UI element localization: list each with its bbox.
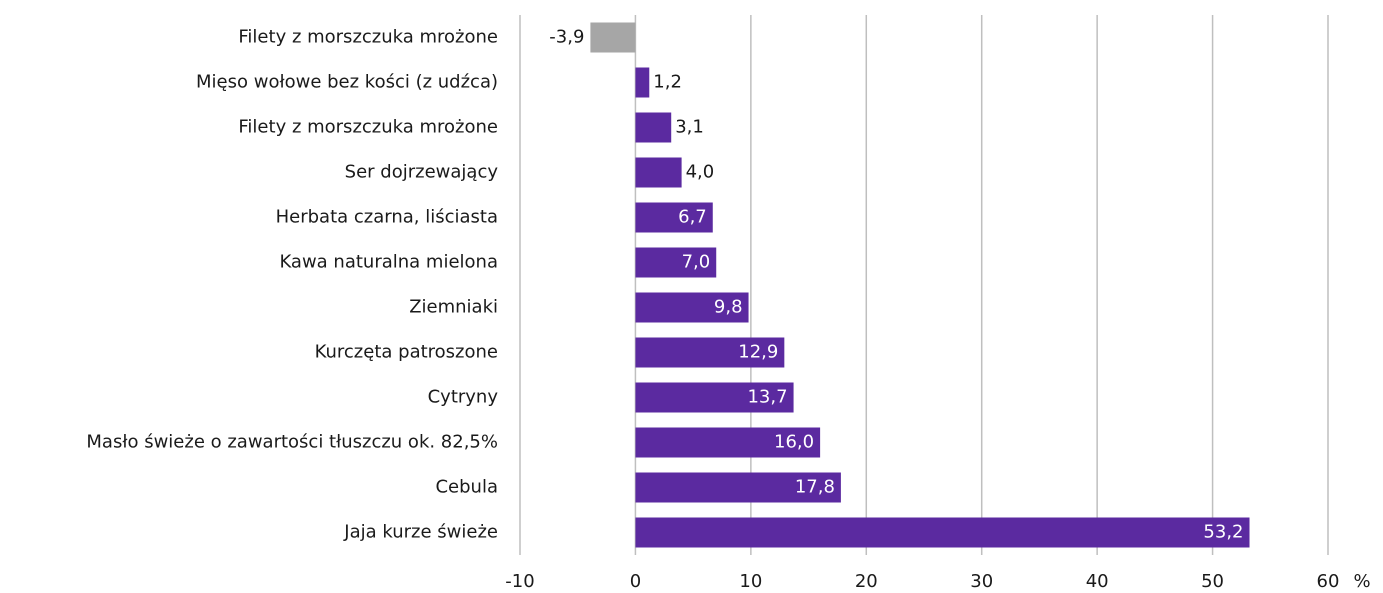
value-label: 1,2 — [653, 72, 682, 93]
value-label: 7,0 — [682, 252, 711, 273]
y-tick-label: Masło świeże o zawartości tłuszczu ok. 8… — [86, 432, 498, 453]
value-label: -3,9 — [549, 27, 584, 48]
x-tick-label: 30 — [970, 571, 993, 592]
y-tick-label: Mięso wołowe bez kości (z udźca) — [196, 72, 498, 93]
value-label: 12,9 — [738, 342, 778, 363]
x-tick-label: 60 — [1317, 571, 1340, 592]
bar — [635, 292, 749, 323]
x-tick-label: 0 — [630, 571, 641, 592]
bar — [635, 427, 821, 458]
x-tick-label: 20 — [855, 571, 878, 592]
x-tick-label: 10 — [739, 571, 762, 592]
y-tick-label: Filety z morszczuka mrożone — [238, 117, 498, 138]
y-tick-label: Ziemniaki — [409, 297, 498, 318]
bar — [635, 67, 650, 98]
y-tick-label: Jaja kurze świeże — [343, 522, 498, 543]
bar — [635, 112, 672, 143]
bar — [635, 472, 841, 503]
value-label: 9,8 — [714, 297, 743, 318]
y-tick-label: Herbata czarna, liściasta — [276, 207, 498, 228]
y-tick-label: Ser dojrzewający — [345, 162, 499, 183]
bar — [590, 22, 636, 53]
x-tick-label: 40 — [1086, 571, 1109, 592]
value-label: 13,7 — [747, 387, 787, 408]
value-label: 6,7 — [678, 207, 707, 228]
value-label: 17,8 — [795, 477, 835, 498]
y-tick-label: Cytryny — [428, 387, 499, 408]
value-label: 3,1 — [675, 117, 704, 138]
y-tick-label: Kawa naturalna mielona — [279, 252, 498, 273]
value-label: 4,0 — [686, 162, 715, 183]
bar — [635, 247, 717, 278]
x-tick-label: -10 — [505, 571, 534, 592]
y-tick-label: Cebula — [435, 477, 498, 498]
bar — [635, 337, 785, 368]
bar — [635, 202, 713, 233]
value-label: 53,2 — [1203, 522, 1243, 543]
y-tick-label: Kurczęta patroszone — [315, 342, 498, 363]
bar — [635, 382, 794, 413]
x-unit-label: % — [1353, 571, 1370, 592]
bar — [635, 157, 682, 188]
x-tick-label: 50 — [1201, 571, 1224, 592]
y-tick-label: Filety z morszczuka mrożone — [238, 27, 498, 48]
value-label: 16,0 — [774, 432, 814, 453]
bar — [635, 517, 1250, 548]
